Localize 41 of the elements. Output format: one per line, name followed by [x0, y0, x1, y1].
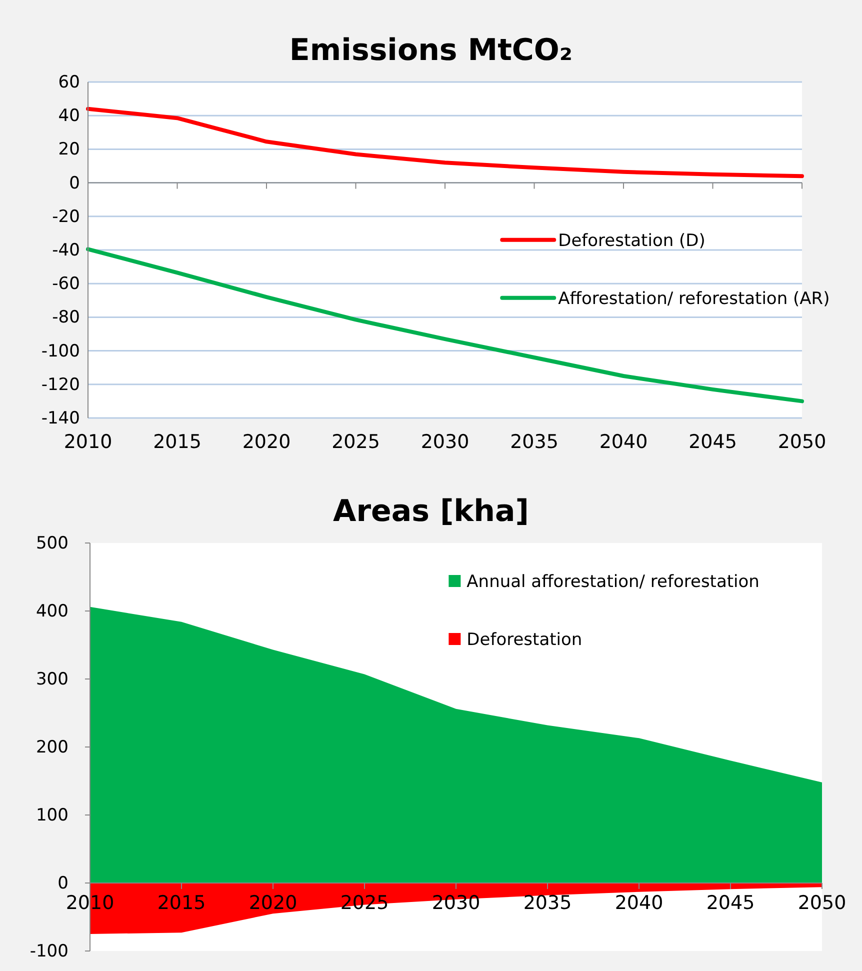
y-tick-label: 300	[36, 669, 68, 690]
x-tick-label: 2010	[64, 431, 112, 454]
x-tick-label: 2045	[706, 892, 755, 914]
x-tick-label: 2035	[510, 431, 558, 454]
y-tick-label: 0	[58, 873, 68, 894]
y-tick-label: -80	[52, 308, 80, 328]
y-tick-label: -20	[52, 206, 80, 227]
x-tick-label: 2045	[688, 431, 737, 454]
x-tick-label: 2030	[420, 431, 470, 454]
legend-label: Afforestation/ reforestation (AR)	[558, 288, 830, 309]
y-tick-label: 60	[58, 72, 80, 92]
x-tick-label: 2020	[248, 892, 298, 914]
chart-title: Areas [kha]	[333, 494, 529, 529]
y-tick-label: -120	[41, 374, 80, 395]
x-tick-label: 2040	[614, 892, 664, 914]
legend-label: Deforestation	[466, 630, 582, 650]
y-tick-label: 0	[69, 173, 80, 194]
legend-label: Annual afforestation/ reforestation	[466, 572, 760, 592]
x-tick-label: 2030	[432, 892, 480, 914]
y-tick-label: -60	[52, 274, 80, 294]
y-tick-label: -100	[41, 341, 80, 362]
y-tick-label: 100	[36, 805, 68, 826]
legend-label: Deforestation (D)	[558, 230, 706, 251]
x-tick-label: 2015	[157, 892, 206, 914]
x-tick-label: 2050	[798, 892, 846, 914]
y-tick-label: -40	[52, 240, 80, 260]
x-tick-label: 2015	[153, 431, 202, 454]
x-tick-label: 2040	[599, 431, 648, 454]
x-tick-label: 2050	[778, 431, 826, 454]
x-tick-label: 2020	[242, 431, 291, 454]
y-tick-label: 40	[58, 106, 80, 126]
x-tick-label: 2025	[332, 431, 380, 454]
y-tick-label: 400	[36, 601, 68, 622]
y-tick-label: 200	[36, 737, 68, 758]
chart-title: Emissions MtCO₂	[289, 33, 573, 68]
line-series	[86, 106, 804, 178]
y-tick-label: 20	[58, 140, 80, 160]
y-tick-label: 500	[36, 533, 68, 554]
x-tick-label: 2035	[523, 892, 572, 914]
y-tick-label: -100	[30, 941, 68, 962]
y-tick-label: -140	[41, 408, 80, 428]
